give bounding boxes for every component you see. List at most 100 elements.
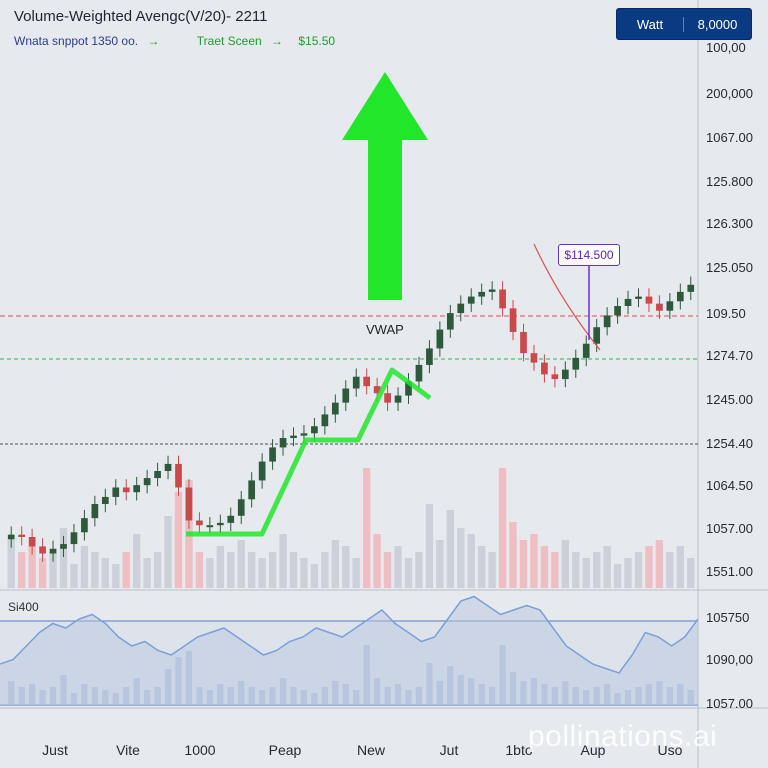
volume-bar xyxy=(216,546,224,588)
candle-body xyxy=(488,289,496,292)
sub-volume-bar xyxy=(436,681,443,705)
sub-volume-bar xyxy=(530,678,538,705)
legend-left: Wnata snppot 1350 oo. xyxy=(14,34,139,48)
sub-volume-bar xyxy=(164,669,172,705)
sub-volume-bar xyxy=(217,684,224,705)
volume-bar xyxy=(425,504,434,588)
sub-volume-bar xyxy=(374,678,381,705)
sub-volume-bar xyxy=(457,675,464,705)
candle-body xyxy=(593,327,601,344)
candle-body xyxy=(405,381,412,396)
sub-volume-bar xyxy=(227,687,234,705)
candle-body xyxy=(415,364,423,382)
volume-bar xyxy=(624,558,632,588)
x-tick-label: Jut xyxy=(439,742,459,758)
sub-volume-bar xyxy=(133,678,140,705)
volume-bar xyxy=(143,558,151,588)
sub-volume-bar xyxy=(8,681,15,705)
candle-body xyxy=(112,487,120,497)
sub-volume-bar xyxy=(238,681,245,705)
candle-body xyxy=(60,544,67,549)
volume-bar xyxy=(289,552,298,588)
x-tick-label: Vite xyxy=(116,742,140,758)
volume-bar xyxy=(70,564,78,588)
arrow-right-icon: → xyxy=(271,34,284,48)
volume-bar xyxy=(666,552,674,588)
volume-bar xyxy=(572,552,580,588)
candle-body xyxy=(541,362,548,375)
oscillator-area xyxy=(0,596,698,705)
sub-volume-bar xyxy=(123,687,130,705)
sub-volume-bar xyxy=(635,687,642,705)
volume-bar xyxy=(164,516,172,588)
sub-y-tick-label: 1090,00 xyxy=(706,652,753,667)
candle-body xyxy=(363,376,371,387)
x-tick-label: 1000 xyxy=(184,742,216,758)
y-tick-label: 1067.00 xyxy=(706,130,753,145)
top-button-left[interactable]: Watt xyxy=(617,16,684,32)
sub-volume-bar xyxy=(185,651,193,705)
volume-bar xyxy=(467,534,475,588)
watermark: pollinations.ai xyxy=(528,720,718,753)
top-right-button[interactable]: Watt 8,0000 xyxy=(616,8,752,40)
arrow-right-icon: → xyxy=(147,34,160,48)
volume-bar xyxy=(331,540,339,588)
volume-bar xyxy=(321,552,329,588)
sub-volume-bar xyxy=(687,690,694,705)
x-tick-label: Aup xyxy=(580,742,606,758)
volume-bar xyxy=(18,552,26,588)
volume-bar xyxy=(383,552,392,588)
sub-volume-bar xyxy=(562,681,569,705)
sub-volume-bar xyxy=(415,687,423,705)
sub-volume-bar xyxy=(81,684,88,705)
volume-bar xyxy=(634,552,643,588)
volume-bar xyxy=(49,552,57,588)
sub-volume-bar xyxy=(70,693,78,705)
volume-bar xyxy=(498,468,507,588)
y-tick-label: 109.50 xyxy=(706,306,746,321)
top-button-right[interactable]: 8,0000 xyxy=(697,16,738,32)
volume-bar xyxy=(122,552,130,588)
volume-bar xyxy=(687,558,695,588)
candle-body xyxy=(426,348,433,365)
sub-volume-bar xyxy=(468,678,475,705)
candle-body xyxy=(39,546,46,554)
volume-bar xyxy=(446,510,454,588)
volume-bar xyxy=(195,552,204,588)
candle-body xyxy=(196,520,203,526)
candle-body xyxy=(7,534,15,540)
volume-bar xyxy=(404,558,413,588)
volume-bar xyxy=(101,558,109,588)
price-tag[interactable]: $114.500 xyxy=(558,244,620,266)
candle-body xyxy=(321,414,329,427)
y-tick-label: 200,000 xyxy=(706,86,753,101)
sub-volume-bar xyxy=(154,687,161,705)
candle-body xyxy=(154,471,161,479)
candle-body xyxy=(467,296,475,304)
volume-bar xyxy=(394,546,402,588)
sub-volume-bar xyxy=(677,684,684,705)
candle-body xyxy=(331,402,339,415)
sub-volume-bar xyxy=(656,681,663,705)
volume-bar xyxy=(603,546,611,588)
y-tick-label: 1245.00 xyxy=(706,392,753,407)
sub-volume-bar xyxy=(91,687,98,705)
sub-volume-bar xyxy=(144,690,151,705)
volume-bar xyxy=(300,558,308,588)
y-tick-label: 1551.00 xyxy=(706,564,753,579)
x-tick-label: Peap xyxy=(268,742,302,758)
sub-volume-bar xyxy=(321,687,328,705)
candle-body xyxy=(394,395,402,403)
volume-bar xyxy=(457,528,465,588)
candle-body xyxy=(290,435,297,438)
candle-body xyxy=(91,504,99,519)
legend-mid[interactable]: Traet Sceen xyxy=(196,34,262,48)
volume-bar xyxy=(540,546,549,588)
candle-body xyxy=(185,487,193,521)
sub-volume-bar xyxy=(60,675,67,705)
candle-body xyxy=(279,438,287,448)
candle-body xyxy=(18,534,26,537)
sub-volume-bar xyxy=(624,690,632,705)
sub-volume-bar xyxy=(206,690,213,705)
candle-body xyxy=(28,537,36,547)
